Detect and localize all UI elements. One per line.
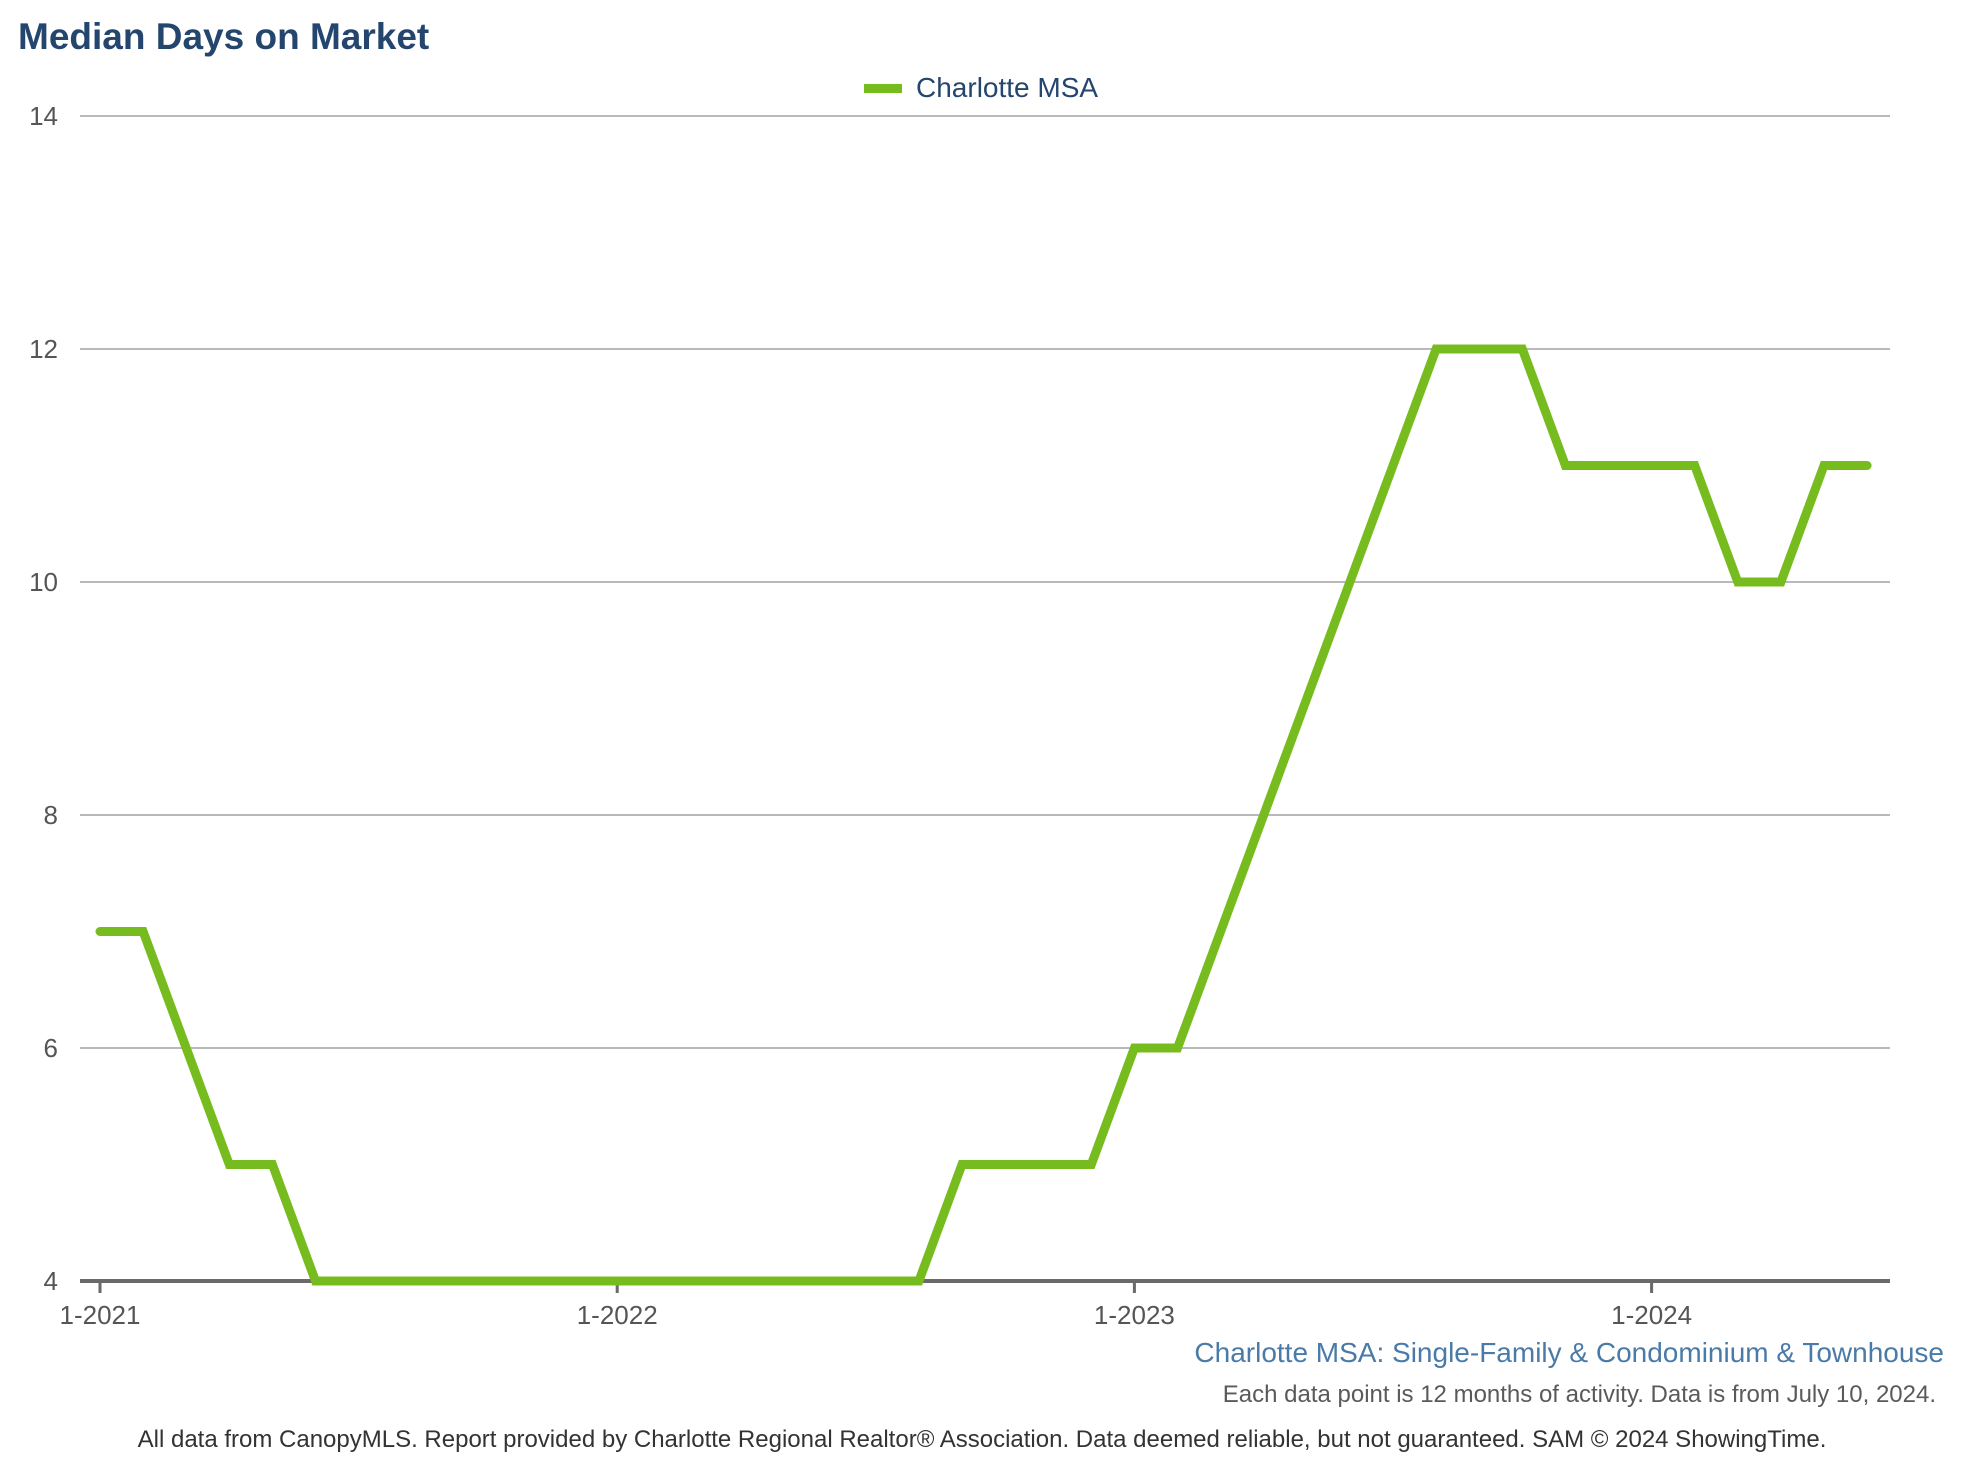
x-tick-label: 1-2023 xyxy=(1094,1300,1175,1330)
y-tick-label: 8 xyxy=(44,800,58,830)
x-tick-label: 1-2022 xyxy=(577,1300,658,1330)
y-tick-label: 12 xyxy=(29,334,58,364)
series-line xyxy=(95,344,1872,1286)
y-tick-label: 4 xyxy=(44,1266,58,1296)
legend-label: Charlotte MSA xyxy=(916,72,1099,103)
y-tick-label: 14 xyxy=(29,101,58,131)
footer-credits: All data from CanopyMLS. Report provided… xyxy=(137,1426,1827,1453)
y-tick-label: 6 xyxy=(44,1033,58,1063)
chart-title: Median Days on Market xyxy=(18,16,430,57)
x-tick-label: 1-2021 xyxy=(60,1300,141,1330)
y-tick-label: 10 xyxy=(29,567,58,597)
x-tick-label: 1-2024 xyxy=(1611,1300,1692,1330)
data-note: Each data point is 12 months of activity… xyxy=(1222,1381,1936,1408)
legend: Charlotte MSA xyxy=(864,68,1098,108)
chart-subtitle: Charlotte MSA: Single-Family & Condomini… xyxy=(1194,1337,1944,1368)
legend-swatch xyxy=(864,83,902,93)
